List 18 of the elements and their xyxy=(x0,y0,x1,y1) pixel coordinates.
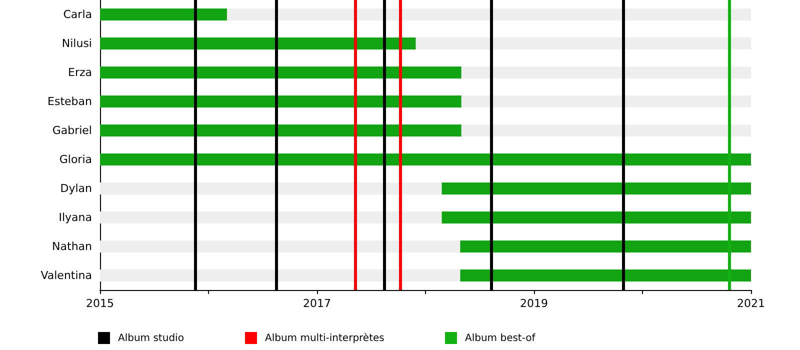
y-tick-label: Esteban xyxy=(48,95,92,108)
y-tick-label: Erza xyxy=(68,66,92,79)
y-tick-label: Nilusi xyxy=(62,37,92,50)
y-tick-label: Gloria xyxy=(59,153,92,166)
y-tick-label: Gabriel xyxy=(52,124,92,137)
y-tick-label: Ilyana xyxy=(58,211,92,224)
y-tick-label: Valentina xyxy=(40,269,92,282)
legend-label: Album studio xyxy=(118,332,184,344)
y-tick-label: Nathan xyxy=(52,240,92,253)
legend-label: Album best-of xyxy=(465,332,536,344)
legend-label: Album multi-interprètes xyxy=(265,332,384,344)
x-tick-label: 2015 xyxy=(86,297,114,310)
bar xyxy=(100,8,227,20)
x-tick-label: 2019 xyxy=(520,297,548,310)
y-tick-label: Dylan xyxy=(60,182,92,195)
y-tick-label: Carla xyxy=(63,8,92,21)
x-tick-label: 2021 xyxy=(737,297,765,310)
x-tick-label: 2017 xyxy=(303,297,331,310)
